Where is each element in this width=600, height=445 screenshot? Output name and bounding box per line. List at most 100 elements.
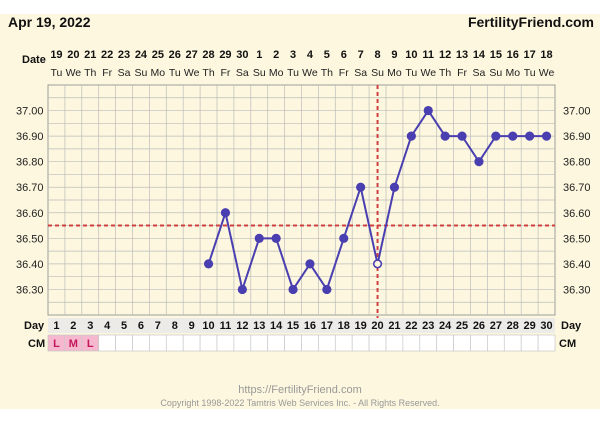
y-tick-label-right: 36.40 (563, 259, 591, 271)
cm-cell (436, 334, 454, 352)
weekday-label: We (539, 67, 555, 79)
date-label: 8 (374, 49, 380, 61)
cm-cell (115, 334, 133, 352)
y-tick-label-right: 37.00 (563, 106, 591, 118)
date-label: 2 (273, 49, 279, 61)
date-label: 17 (524, 49, 536, 61)
day-number: 9 (189, 320, 195, 332)
cm-cell (487, 334, 505, 352)
footer-url[interactable]: https://FertilityFriend.com (238, 384, 362, 396)
cm-cell (537, 334, 556, 352)
day-number: 24 (439, 320, 452, 332)
date-label: 22 (101, 49, 113, 61)
y-tick-label-right: 36.90 (563, 131, 591, 143)
day-number: 2 (70, 320, 76, 332)
weekday-label: Mo (387, 67, 402, 79)
day-row-label-left: Day (24, 320, 45, 332)
day-number: 3 (87, 320, 93, 332)
weekday-label: Tu (405, 67, 417, 79)
date-label: 29 (219, 49, 231, 61)
day-number: 16 (304, 320, 316, 332)
temperature-point (457, 131, 467, 141)
y-tick-label-left: 37.00 (16, 106, 44, 118)
cm-cell (503, 334, 522, 352)
cm-cell (165, 334, 184, 352)
day-number: 10 (202, 320, 214, 332)
date-label: 6 (341, 49, 347, 61)
date-label: 19 (50, 49, 62, 61)
cm-cell (318, 334, 336, 352)
weekday-label: We (66, 67, 82, 79)
date-label: 12 (439, 49, 451, 61)
date-label: 23 (118, 49, 130, 61)
day-number: 4 (104, 320, 111, 332)
weekday-label: Th (84, 67, 96, 79)
temperature-point (339, 233, 349, 243)
weekday-label: Su (371, 67, 384, 79)
date-label: 5 (324, 49, 330, 61)
temperature-point (203, 259, 214, 269)
cm-cell (351, 334, 370, 352)
weekday-label: Su (489, 67, 502, 79)
temperature-point (406, 131, 416, 141)
weekday-label: Mo (151, 67, 166, 79)
temperature-point (254, 233, 264, 243)
weekday-label: Tu (287, 67, 299, 79)
cm-cell (149, 334, 167, 352)
weekday-label: Th (202, 67, 214, 79)
date-label: 10 (405, 49, 417, 61)
day-number: 5 (121, 320, 127, 332)
cm-value: L (87, 338, 94, 350)
weekday-label: Tu (169, 67, 181, 79)
cm-cell (520, 334, 539, 352)
date-label: 27 (186, 49, 198, 61)
cm-cell (470, 334, 488, 352)
day-number: 7 (155, 320, 161, 332)
day-number: 8 (172, 320, 178, 332)
date-label: 18 (540, 49, 552, 61)
cm-cell (250, 334, 269, 352)
cm-cell (334, 334, 353, 352)
y-tick-label-right: 36.80 (563, 157, 591, 169)
weekday-label: Th (439, 67, 451, 79)
cm-cell (267, 334, 285, 352)
weekday-label: Sa (236, 67, 249, 79)
day-number: 30 (540, 320, 552, 332)
day-number: 23 (422, 320, 434, 332)
weekday-label: Fr (220, 67, 230, 79)
date-label: 13 (456, 49, 468, 61)
date-label: 25 (152, 49, 164, 61)
y-tick-label-left: 36.70 (16, 182, 44, 194)
cm-cell (98, 334, 116, 352)
temperature-point (372, 259, 383, 269)
day-number: 18 (338, 320, 350, 332)
day-number: 27 (490, 320, 502, 332)
temperature-point (491, 131, 501, 141)
date-label: 7 (358, 49, 364, 61)
day-number: 14 (270, 320, 283, 332)
weekday-label: Su (253, 67, 266, 79)
temperature-point (322, 284, 332, 295)
y-tick-label-right: 36.30 (563, 284, 591, 296)
cm-cell (453, 334, 471, 352)
y-tick-label-left: 36.60 (16, 208, 44, 220)
date-label: 16 (507, 49, 519, 61)
cm-value: M (69, 338, 78, 350)
day-number: 15 (287, 320, 299, 332)
date-label: 14 (473, 49, 486, 61)
day-number: 12 (236, 320, 248, 332)
temperature-point (508, 131, 518, 141)
y-tick-label-left: 36.90 (16, 131, 44, 143)
temperature-point (288, 284, 298, 295)
cm-cell (284, 334, 302, 352)
brand-name[interactable]: FertilityFriend.com (467, 14, 594, 30)
cm-cell (216, 334, 235, 352)
temperature-point (525, 131, 535, 141)
day-number: 26 (473, 320, 485, 332)
date-label: 24 (135, 49, 148, 61)
temperature-point (220, 208, 231, 218)
y-tick-label-right: 36.50 (563, 233, 591, 245)
temperature-point (237, 284, 247, 295)
day-number: 6 (138, 320, 144, 332)
cm-cell (385, 334, 404, 352)
